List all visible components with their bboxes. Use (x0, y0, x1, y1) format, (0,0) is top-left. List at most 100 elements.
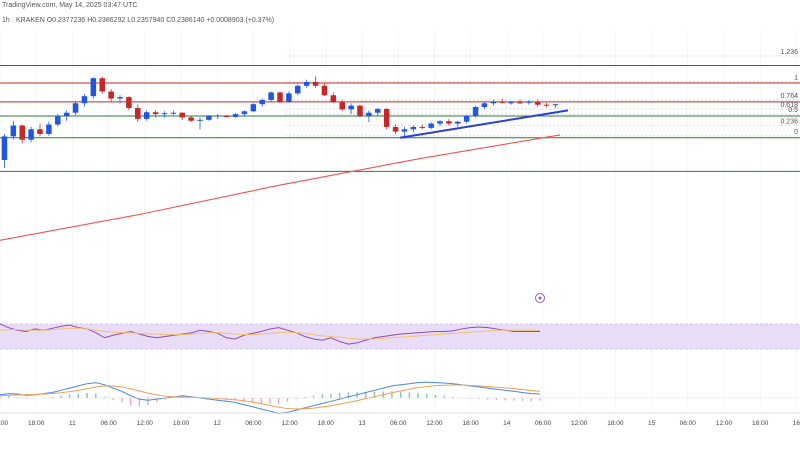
candle-body (90, 78, 97, 97)
candle-body (375, 108, 381, 113)
fib-label: 0 (794, 129, 798, 136)
candle-body (135, 108, 141, 119)
candle-body (481, 103, 488, 108)
candle-body (419, 126, 425, 128)
candle-body (161, 113, 168, 115)
candle-body (312, 82, 319, 86)
candle-body (552, 104, 559, 106)
candle-body (55, 116, 61, 125)
candle-body (250, 104, 257, 112)
x-tick-label: 12:00 (137, 420, 154, 427)
candle-body (348, 105, 354, 110)
x-tick-label: 06:00 (680, 420, 697, 427)
candle-body (72, 103, 79, 113)
candle-body (437, 121, 443, 124)
candle-body (28, 129, 34, 140)
candle-body (232, 114, 239, 117)
x-tick-label: 18:00 (462, 420, 479, 427)
x-tick-label: 06:00 (100, 420, 117, 427)
candle-body (410, 126, 417, 130)
moving-average-line (0, 134, 561, 241)
candle-body (170, 112, 177, 114)
fib-label: 0.618 (780, 102, 798, 109)
x-tick-label: 06:00 (535, 420, 552, 427)
candle-body (526, 101, 532, 103)
x-tick-label: 18:00 (318, 420, 335, 427)
candle-body (259, 99, 265, 105)
x-tick-label: 13 (358, 420, 366, 427)
rsi-rsi-line (0, 323, 540, 345)
candle-body (392, 126, 399, 132)
x-tick-label: 18:00 (607, 420, 624, 427)
macd-signal-line (0, 384, 541, 410)
candle-body (241, 111, 248, 115)
candle-body (197, 119, 203, 121)
candle-body (188, 117, 194, 121)
x-tick-label: 12:00 (426, 420, 443, 427)
candle-body (401, 129, 408, 132)
candle-body (321, 85, 328, 96)
x-tick-label: 12:00 (0, 420, 9, 427)
candle-body (117, 97, 123, 99)
x-tick-label: 18:00 (173, 420, 190, 427)
candle-body (428, 123, 434, 128)
candle-body (81, 96, 88, 104)
candle-body (179, 112, 185, 118)
candle-body (215, 115, 221, 117)
candle-body (63, 112, 70, 117)
candle-body (543, 104, 550, 106)
x-tick-label: 14 (503, 420, 511, 427)
x-tick-label: 11 (69, 420, 76, 427)
candle-body (508, 102, 514, 104)
x-tick-label: 18:00 (752, 420, 769, 427)
macd-macd-line (0, 381, 541, 414)
fib-label: 0.5 (788, 107, 798, 114)
candle-body (490, 101, 497, 104)
candle-body (206, 116, 212, 120)
candle-body (143, 112, 150, 119)
candle-body (330, 95, 337, 102)
candle-body (383, 108, 390, 127)
x-tick-label: 12:00 (716, 420, 733, 427)
candle-body (223, 115, 230, 117)
fib-label: 0.764 (780, 93, 798, 100)
x-tick-label: 16 (793, 420, 800, 427)
candle-body (99, 78, 105, 92)
candle-body (277, 92, 283, 102)
x-tick-label: 18:00 (28, 420, 45, 427)
x-tick-label: 12:00 (571, 420, 588, 427)
candle-body (535, 101, 541, 105)
x-tick-label: 06:00 (390, 420, 407, 427)
candle-body (1, 136, 8, 160)
candle-body (295, 85, 301, 94)
bullish-trendline (399, 109, 569, 139)
fib-label: 0.236 (780, 118, 798, 125)
candle-body (499, 101, 505, 103)
candle-body (286, 93, 292, 102)
candle-body (463, 116, 470, 122)
candle-body (303, 82, 310, 86)
header-ohlc: 1h · KRAKEN O0.2377236 H0.2386292 L0.235… (2, 17, 274, 24)
candle-body (37, 129, 43, 134)
candle-body (152, 112, 159, 115)
candle-body (19, 125, 25, 140)
candle-body (268, 92, 274, 100)
candle-body (339, 101, 345, 110)
fib-label: 1.236 (780, 49, 798, 56)
x-tick-label: 15 (648, 420, 656, 427)
candle-body (366, 112, 372, 117)
x-tick-label: 12 (214, 420, 222, 427)
candle-body (46, 124, 52, 134)
candle-body (126, 97, 132, 108)
fib-label: 1 (794, 75, 798, 82)
rsi-band (0, 323, 800, 350)
candle-body (446, 121, 452, 124)
replay-icon[interactable] (535, 293, 545, 303)
candle-body (357, 105, 363, 117)
candle-body (108, 91, 114, 99)
candle-body (517, 102, 523, 104)
header-timestamp: TradingView.com, May 14, 2025 03:47 UTC (2, 2, 137, 9)
x-tick-label: 06:00 (245, 420, 262, 427)
